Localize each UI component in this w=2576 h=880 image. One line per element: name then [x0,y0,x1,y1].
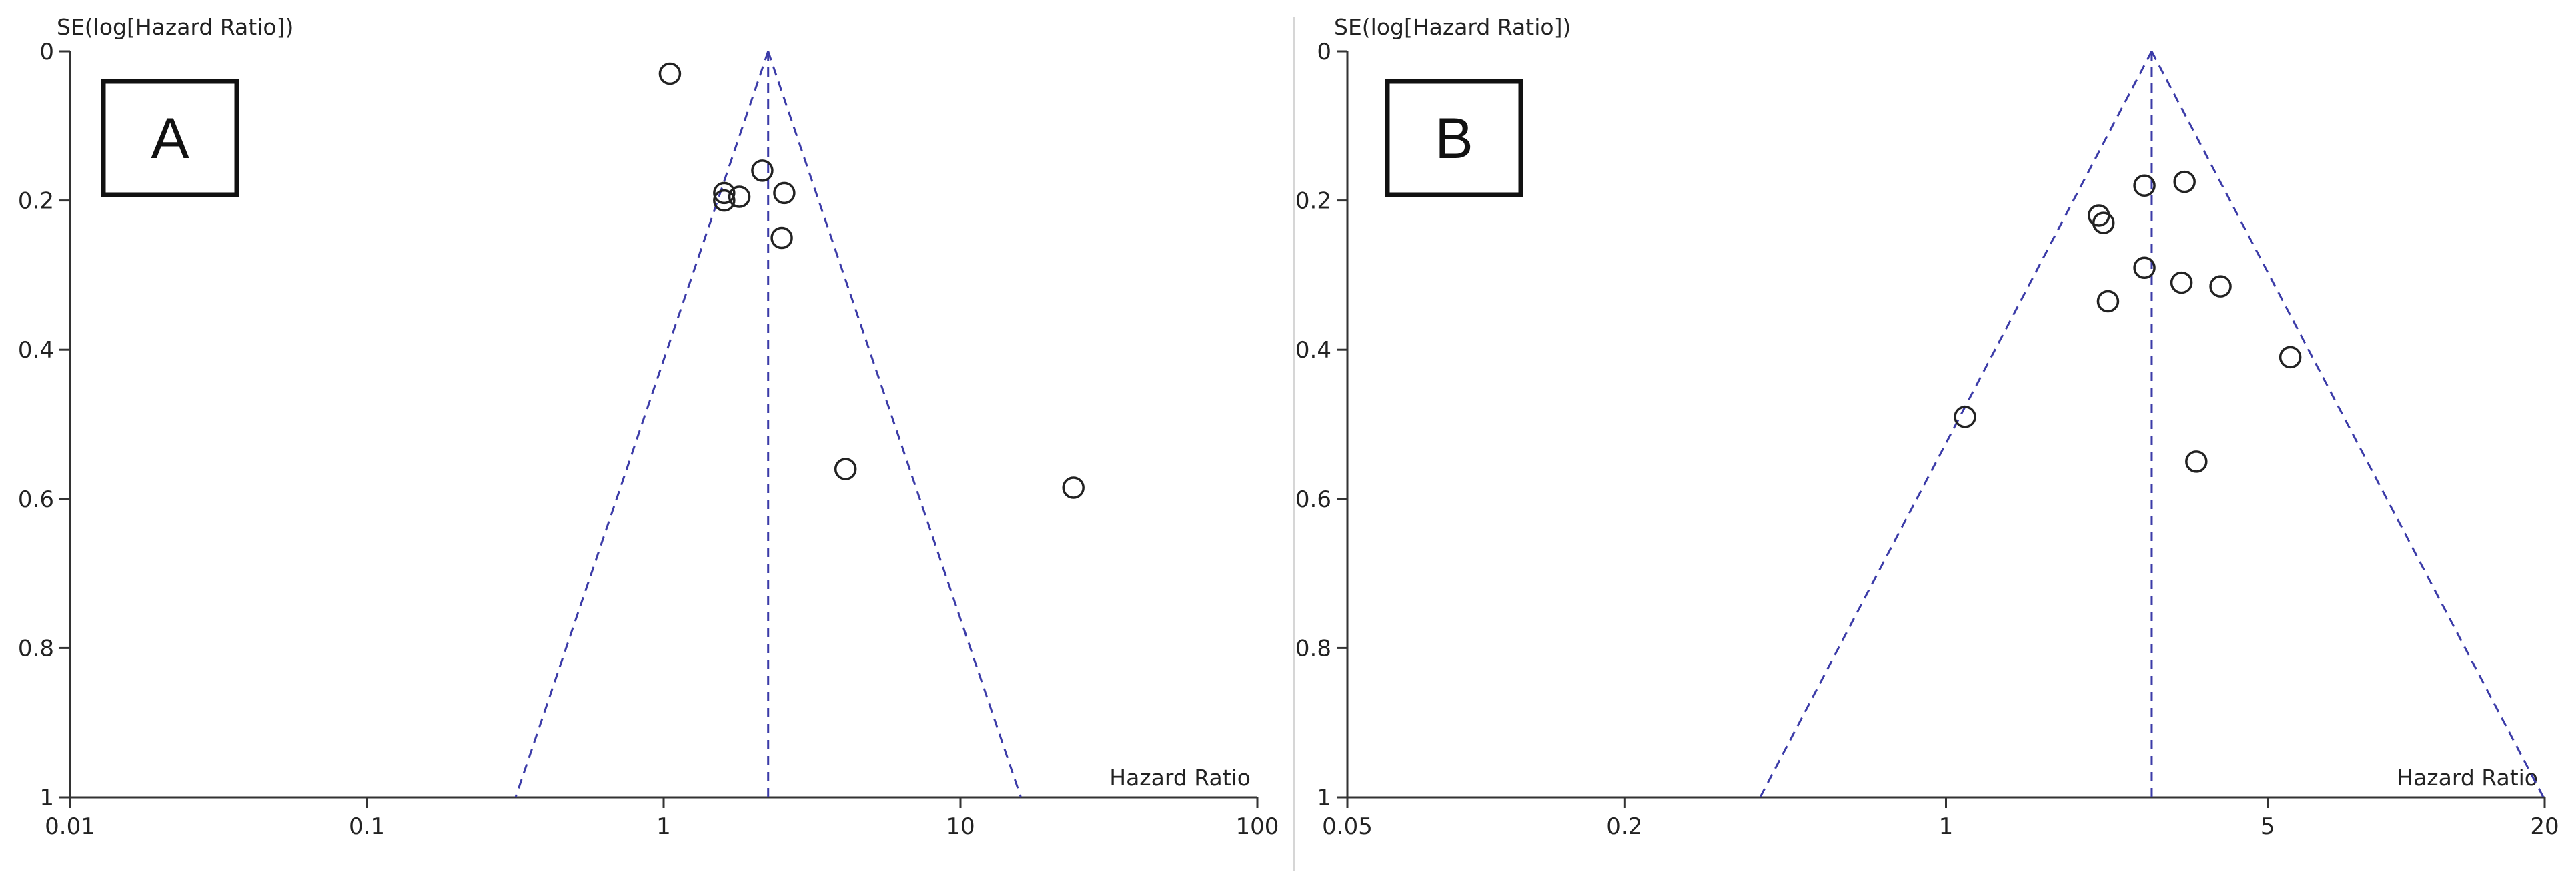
y-axis-title: SE(log[Hazard Ratio]) [1334,14,1571,40]
y-tick-label: 0.8 [18,635,54,662]
x-tick-label: 1 [1939,813,1954,840]
x-tick-label: 20 [2530,813,2559,840]
y-tick-label: 1 [39,785,54,811]
funnel-plot-a: 00.20.40.60.810.01 0.1 1 10 100SE(log[Hazard… [18,14,1279,840]
study-point [2096,290,2120,313]
study-point [1062,476,1085,499]
y-tick-label: 1 [1317,785,1331,811]
study-point [2170,271,2193,294]
study-point [713,181,736,205]
study-point [713,189,736,212]
panel-label-box [101,79,239,197]
funnel-left-line [1759,51,2153,798]
study-point [773,181,796,205]
x-tick-label: 100 [1236,813,1279,840]
study-point [658,62,682,85]
study-point [2088,204,2110,227]
funnel-right-line [767,51,1022,798]
x-tick-label: 0.2 [1606,813,1642,840]
y-tick-label: 0 [39,39,54,65]
x-tick-label: 0.1 [349,813,385,840]
x-tick-label: 1 [656,813,671,840]
study-point [2092,211,2115,234]
study-point [2185,450,2208,473]
study-point [834,458,857,480]
y-tick-label: 0.8 [1295,635,1331,662]
study-point [2133,174,2156,197]
study-point [751,159,774,182]
study-point [2279,346,2302,369]
funnel-left-line [514,51,770,798]
study-point [2173,170,2196,193]
study-point [1954,406,1976,428]
x-tick-label: 0.05 [1322,813,1373,840]
x-tick-label: 10 [946,813,975,840]
funnel-right-line [2150,51,2545,798]
study-point [770,226,793,250]
x-axis-title: Hazard Ratio [1109,765,1251,791]
y-axis-title: SE(log[Hazard Ratio]) [57,14,293,40]
y-tick-label: 0.6 [1295,486,1331,513]
x-tick-label: 5 [2261,813,2275,840]
y-tick-label: 0.4 [1295,337,1331,364]
study-point [2133,256,2156,279]
y-tick-label: 0.4 [18,337,54,364]
y-tick-label: 0 [1317,39,1331,65]
y-tick-label: 0.2 [18,188,54,215]
panel-label: B [1435,107,1473,171]
panel-label: A [151,107,189,171]
y-tick-label: 0.6 [18,486,54,513]
study-point [728,185,751,208]
y-tick-label: 0.2 [1295,188,1331,215]
panel-label-box [1385,79,1523,197]
study-point [2209,275,2232,298]
x-tick-label: 0.01 [45,813,95,840]
x-axis-title: Hazard Ratio [2397,765,2538,791]
